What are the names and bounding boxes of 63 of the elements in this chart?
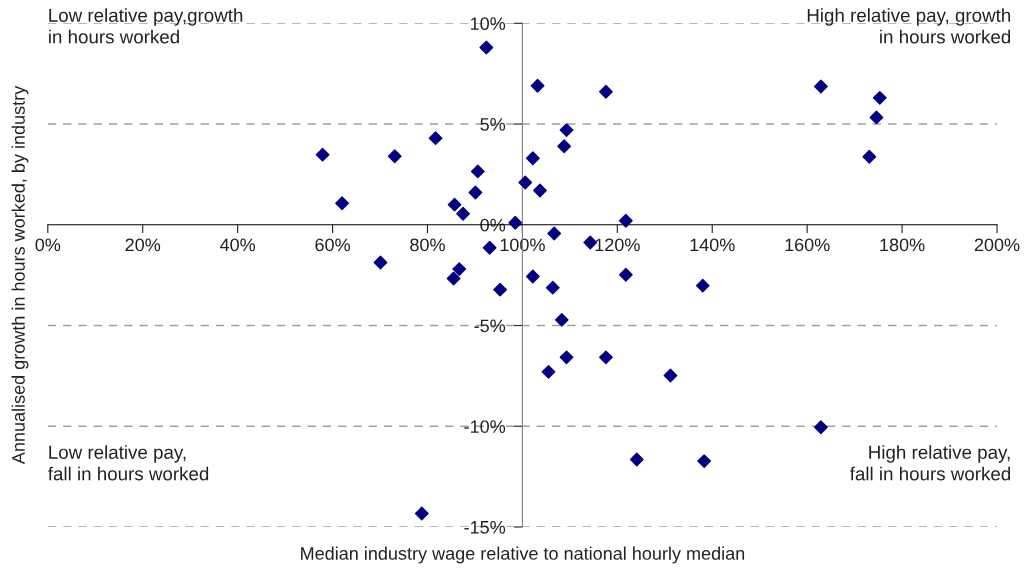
point bbox=[470, 164, 485, 179]
x-tick-label: 40% bbox=[219, 238, 256, 252]
point bbox=[479, 40, 494, 55]
point bbox=[493, 282, 508, 297]
y-tick-label: -15% bbox=[464, 521, 506, 534]
x-axis-title: Median industry wage relative to national hourly median bbox=[301, 546, 745, 564]
point bbox=[525, 269, 540, 284]
point bbox=[814, 420, 828, 435]
point bbox=[335, 196, 349, 211]
y-tick-label: 10% bbox=[470, 17, 506, 31]
point bbox=[482, 240, 497, 255]
point bbox=[559, 350, 574, 365]
point bbox=[452, 262, 467, 277]
point bbox=[428, 131, 443, 146]
point bbox=[468, 185, 483, 200]
x-tick-label: 160% bbox=[785, 238, 830, 252]
point bbox=[862, 149, 877, 164]
point bbox=[869, 110, 884, 125]
point bbox=[414, 506, 429, 521]
point bbox=[695, 278, 710, 293]
point bbox=[446, 271, 461, 286]
x-tick-label: 140% bbox=[690, 238, 735, 252]
point bbox=[530, 78, 545, 93]
point bbox=[315, 147, 330, 162]
point bbox=[663, 368, 678, 383]
point bbox=[618, 213, 633, 228]
point bbox=[545, 280, 560, 295]
point bbox=[387, 149, 402, 164]
y-tick-label: 5% bbox=[480, 118, 506, 131]
point bbox=[599, 84, 613, 99]
annotation: Low relative pay,growth in hours worked bbox=[49, 8, 243, 44]
point bbox=[547, 226, 562, 241]
y-tick-label: -10% bbox=[464, 420, 506, 433]
annotation: Low relative pay, fall in hours worked bbox=[48, 445, 209, 481]
annotation: High relative pay, growth in hours worked bbox=[807, 8, 1011, 44]
y-tick-label: -5% bbox=[474, 319, 506, 333]
point bbox=[518, 175, 533, 190]
point bbox=[599, 350, 613, 365]
point bbox=[456, 206, 470, 221]
x-tick-label: 200% bbox=[974, 238, 1020, 252]
point bbox=[559, 123, 574, 137]
point bbox=[525, 151, 540, 166]
x-tick-label: 60% bbox=[315, 238, 350, 252]
x-tick-label: 180% bbox=[880, 238, 925, 252]
point bbox=[508, 215, 523, 230]
point bbox=[697, 454, 712, 469]
point bbox=[541, 364, 556, 379]
point bbox=[557, 139, 572, 154]
point bbox=[629, 452, 644, 467]
x-tick-label: 120% bbox=[595, 238, 640, 252]
point bbox=[447, 197, 462, 212]
annotation: High relative pay, fall in hours worked bbox=[849, 445, 1011, 481]
x-tick-label: 100% bbox=[500, 238, 545, 252]
point bbox=[872, 90, 887, 105]
point bbox=[814, 79, 828, 94]
x-tick-label: 80% bbox=[410, 238, 445, 252]
y-axis-title: Annualised growth in hours worked, by industry bbox=[11, 85, 29, 465]
x-tick-label: 0% bbox=[35, 238, 61, 252]
x-tick-label: 20% bbox=[125, 238, 161, 252]
point bbox=[618, 267, 633, 282]
point bbox=[373, 255, 388, 270]
point bbox=[533, 183, 547, 198]
point bbox=[554, 312, 569, 327]
